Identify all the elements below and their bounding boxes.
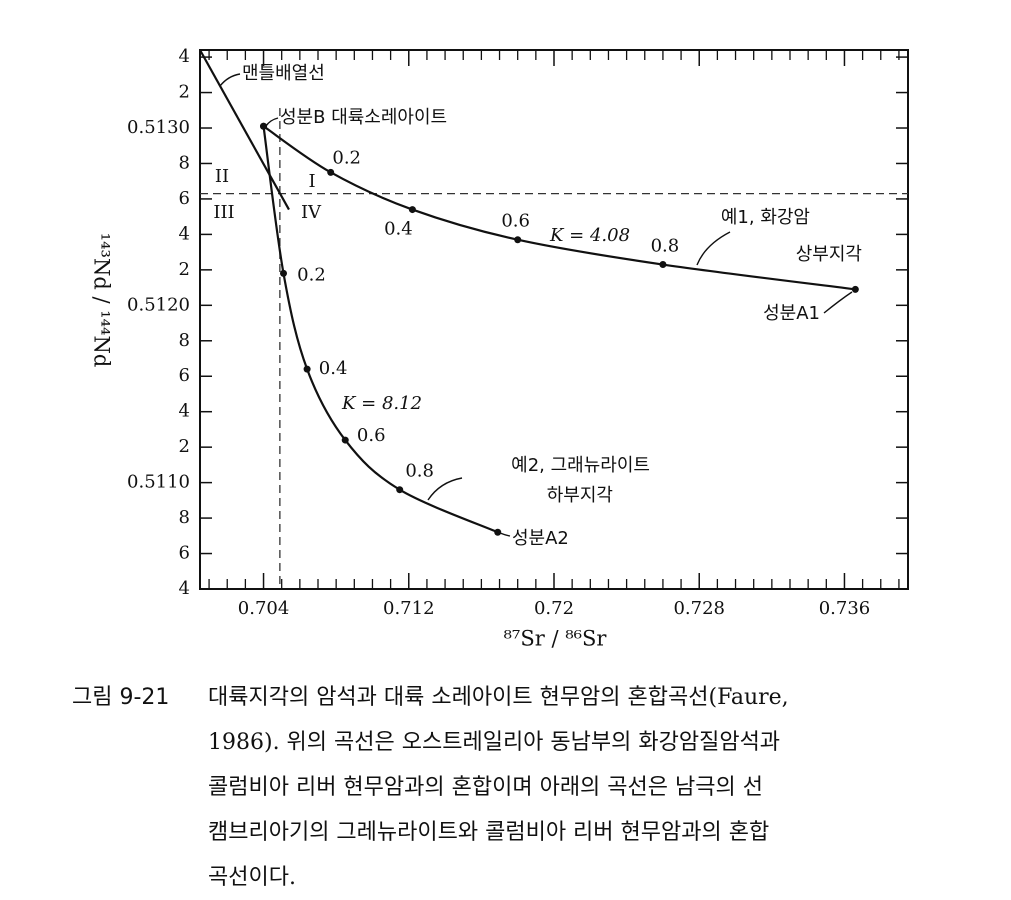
annotation: 성분A2	[512, 528, 569, 549]
annotation: 성분B 대륙소레아이트	[280, 107, 447, 128]
data-point	[260, 122, 268, 130]
data-point	[341, 436, 349, 444]
series-line	[199, 49, 290, 211]
y-tick-label: 2	[179, 82, 190, 103]
y-tick-label: 6	[179, 543, 190, 564]
data-point	[327, 168, 335, 176]
arrow	[696, 231, 731, 266]
data-point	[659, 261, 667, 269]
caption-line: 캠브리아기의 그레뉴라이트와 콜럼비아 리버 현무암과의 혼합	[208, 820, 770, 845]
arrow	[499, 532, 511, 537]
x-tick-label: 0.712	[383, 598, 435, 619]
y-tick-label: 6	[179, 188, 190, 209]
annotation: II	[215, 166, 229, 187]
caption-line: 1986). 위의 곡선은 오스트레일리아 동남부의 화강암질암석과	[208, 730, 781, 755]
data-point	[494, 528, 502, 536]
y-tick-label: 4	[179, 401, 190, 422]
y-tick-label: 4	[179, 578, 190, 599]
annotation: 상부지각	[796, 244, 862, 265]
caption-line: 콜럼비아 리버 현무암과의 혼합이며 아래의 곡선은 남극의 선	[208, 775, 763, 800]
y-tick-label: 0.5110	[127, 472, 190, 493]
annotation: IV	[301, 202, 322, 223]
annotation: 성분A1	[763, 303, 820, 324]
y-tick-label: 8	[179, 507, 190, 528]
x-tick-label: 0.736	[819, 598, 871, 619]
data-point	[851, 285, 859, 293]
point-label: 0.4	[384, 219, 413, 240]
y-tick-label: 6	[179, 365, 190, 386]
annotation: 하부지각	[547, 485, 613, 506]
annotation: I	[308, 171, 315, 192]
series-line	[262, 126, 499, 534]
annotation: 예2, 그래뉴라이트	[511, 455, 650, 476]
y-tick-label: 8	[179, 152, 190, 173]
arrow	[823, 291, 853, 314]
series-label: 맨틀배열선	[242, 63, 325, 84]
arrow	[427, 477, 463, 501]
data-point	[280, 269, 288, 277]
point-label: 0.8	[651, 236, 680, 257]
x-axis-label: ⁸⁷Sr / ⁸⁶Sr	[504, 627, 608, 651]
chart: ⁸⁷Sr / ⁸⁶Sr ¹⁴³Nd / ¹⁴⁴Nd 0.704 0.712 0.72…	[90, 46, 909, 651]
y-tick-label: 0.5130	[127, 117, 190, 138]
y-tick-label: 0.5120	[127, 294, 190, 315]
caption-line: 곡선이다.	[208, 865, 296, 890]
y-tick-label: 8	[179, 330, 190, 351]
data-point	[514, 236, 522, 244]
data-point	[303, 365, 311, 373]
caption-line: 대륙지각의 암석과 대륙 소레아이트 현무암의 혼합곡선(Faure,	[208, 685, 789, 710]
y-tick-label: 2	[179, 259, 190, 280]
y-tick-label: 4	[179, 223, 190, 244]
arrow	[219, 73, 241, 87]
point-label: 0.6	[501, 211, 530, 232]
data-point	[408, 206, 416, 214]
y-tick-label: 2	[179, 436, 190, 457]
point-label: 0.4	[319, 358, 348, 379]
series-label: K = 4.08	[549, 225, 630, 246]
x-tick-label: 0.728	[673, 598, 725, 619]
x-tick-label: 0.72	[534, 598, 574, 619]
data-point	[396, 486, 404, 494]
caption-number: 그림 9-21	[72, 685, 170, 710]
x-tick-label: 0.704	[238, 598, 290, 619]
series-label: K = 8.12	[341, 393, 422, 414]
point-label: 0.6	[357, 425, 386, 446]
point-label: 0.8	[405, 461, 434, 482]
point-label: 0.2	[332, 147, 361, 168]
arrow	[265, 117, 279, 127]
annotation: III	[213, 202, 234, 223]
point-label: 0.2	[297, 264, 326, 285]
annotation: 예1, 화강암	[721, 207, 810, 228]
y-tick-label: 4	[179, 46, 190, 67]
y-axis-label: ¹⁴³Nd / ¹⁴⁴Nd	[90, 233, 114, 368]
